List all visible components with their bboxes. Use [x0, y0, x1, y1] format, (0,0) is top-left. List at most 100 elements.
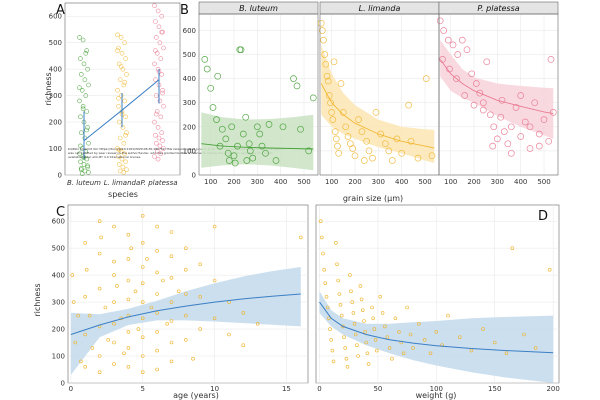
panel-a-point-bluteum-33 — [77, 85, 82, 90]
panel-c-xlabel: age (years) — [173, 391, 219, 400]
panel-c-point-68 — [169, 340, 174, 345]
panel-a-point-pplatessa-17 — [154, 93, 159, 98]
panel-b-point-pplatessa-30 — [453, 75, 460, 82]
panel-b-xtick-pplatessa-400: 400 — [514, 178, 527, 186]
panel-b-point-bluteum-30 — [290, 75, 297, 82]
panel-a-point-llimanda-32 — [121, 170, 127, 175]
panel-c-point-39 — [129, 246, 133, 250]
panel-b-point-llimanda-11 — [330, 58, 338, 66]
panel-a-point-bluteum-7 — [82, 77, 88, 82]
panel-d-point-64 — [469, 348, 474, 353]
panel-b-point-pplatessa-23 — [531, 99, 539, 107]
panel-b-facet-pplatessa: P. platessa 100 200 300 400 500 — [436, 1, 559, 186]
panel-c-point-17 — [97, 370, 102, 375]
panel-d-point-45 — [380, 311, 385, 315]
panel-c-point-60 — [155, 367, 159, 372]
panel-b-xtick-pplatessa-500: 500 — [537, 178, 550, 186]
panel-a-point-pplatessa-36 — [153, 48, 158, 53]
panel-b-point-bluteum-25 — [258, 142, 266, 150]
panel-d-point-3 — [322, 267, 327, 272]
overlay-line-3: available under aCC-BY 4.0 International… — [68, 155, 141, 159]
panel-a-point-bluteum-14 — [78, 114, 83, 120]
panel-c-ylabel: richness — [33, 283, 42, 316]
panel-b-point-llimanda-12 — [331, 128, 339, 135]
panel-b-point-pplatessa-2 — [444, 36, 452, 44]
panel-c-point-48 — [140, 335, 145, 340]
overlay-line-2: was not certified by peer review) is the… — [68, 151, 273, 155]
panel-c-point-38 — [126, 364, 131, 369]
panel-a-point-llimanda-24 — [122, 151, 127, 157]
panel-letter-a: A — [56, 3, 65, 18]
panel-b-ytick-200: 200 — [183, 123, 196, 131]
panel-a-point-bluteum-22 — [77, 151, 82, 157]
panel-b-point-bluteum-29 — [279, 123, 287, 131]
panel-b-xtick-bluteum-400: 400 — [274, 178, 287, 186]
panel-d-point-40 — [371, 316, 376, 321]
panel-d-ci-band — [319, 291, 554, 383]
panel-a-point-bluteum-36 — [78, 143, 83, 149]
panel-c-point-56 — [155, 292, 159, 296]
panel-c-ytick-200: 200 — [52, 326, 65, 334]
panel-d-point-11 — [331, 359, 336, 364]
panel-a-point-llimanda-2 — [122, 40, 127, 46]
panel-b-point-bluteum-31 — [293, 82, 301, 90]
panel-a-point-llimanda-25 — [116, 154, 121, 159]
panel-a-point-llimanda-3 — [116, 45, 121, 51]
panel-b-fit-line-pplatessa — [439, 59, 554, 115]
panel-b-point-llimanda-29 — [372, 109, 380, 116]
panel-b-xtick-bluteum-200: 200 — [227, 178, 240, 186]
panel-a-point-llimanda-9 — [117, 77, 123, 82]
panel-d: 0 50 100 150 200 weight (g) — [315, 204, 560, 400]
panel-a-point-pplatessa-20 — [154, 109, 160, 114]
panel-b-point-bluteum-34 — [309, 94, 317, 102]
panel-b-point-llimanda-9 — [328, 109, 336, 116]
panel-a-ylabel: richness — [44, 72, 53, 105]
panel-b-point-bluteum-13 — [231, 159, 239, 167]
panel-c-point-55 — [155, 270, 159, 275]
species-tick-p-platessa: P. platessa — [140, 179, 177, 187]
panel-a-point-pplatessa-0 — [152, 3, 157, 8]
panel-a-point-bluteum-4 — [81, 61, 87, 67]
panel-c-point-67 — [169, 319, 174, 323]
panel-b-ytick-600: 600 — [183, 27, 196, 35]
panel-a-point-pplatessa-30 — [161, 146, 166, 151]
panel-b-point-bluteum-3 — [209, 104, 217, 111]
panel-d-fit-line — [319, 301, 554, 354]
panel-a-point-llimanda-21 — [121, 140, 127, 146]
panel-b-point-pplatessa-31 — [461, 92, 469, 99]
panel-c-point-36 — [126, 329, 131, 334]
panel-a-ytick-600: 600 — [49, 13, 62, 21]
panel-c-point-2 — [73, 340, 77, 345]
panel-a-point-llimanda-36 — [116, 96, 121, 101]
panel-a-point-bluteum-19 — [86, 140, 91, 146]
panel-c-point-27 — [112, 362, 116, 366]
panel-b-point-pplatessa-38 — [526, 123, 534, 131]
panel-d-point-38 — [366, 362, 371, 366]
panel-b-point-pplatessa-26 — [545, 137, 553, 145]
panel-c-xtick-0: 0 — [69, 385, 73, 393]
panel-c-point-78 — [198, 294, 202, 299]
panel-b-point-bluteum-7 — [218, 125, 226, 133]
panel-c-point-10 — [87, 313, 92, 318]
preprint-overlay: bioRxiv preprint doi: https://doi.org/10… — [68, 147, 284, 159]
panel-d-point-36 — [364, 340, 369, 345]
panel-b-point-pplatessa-24 — [535, 130, 543, 138]
panel-c-point-18 — [99, 235, 103, 240]
panel-b-point-llimanda-26 — [363, 137, 371, 145]
panel-b-point-llimanda-21 — [349, 145, 357, 152]
panel-b-point-pplatessa-18 — [507, 123, 515, 131]
panel-c-point-30 — [122, 351, 126, 356]
panel-b-point-bluteum-4 — [213, 116, 220, 123]
panel-c-point-41 — [136, 327, 141, 331]
panel-b-point-bluteum-12 — [230, 152, 238, 160]
panel-d-point-49 — [390, 356, 394, 361]
panel-d-point-8 — [328, 327, 332, 331]
panel-a-point-pplatessa-38 — [160, 90, 165, 96]
panel-d-point-65 — [481, 327, 485, 331]
panel-b-point-pplatessa-4 — [454, 51, 462, 58]
panel-d-point-46 — [383, 324, 387, 329]
panel-d-point-47 — [385, 335, 390, 340]
panel-a-ytick-200: 200 — [49, 119, 62, 127]
panel-b-point-llimanda-1 — [318, 27, 326, 34]
panel-a-point-llimanda-26 — [119, 156, 125, 162]
